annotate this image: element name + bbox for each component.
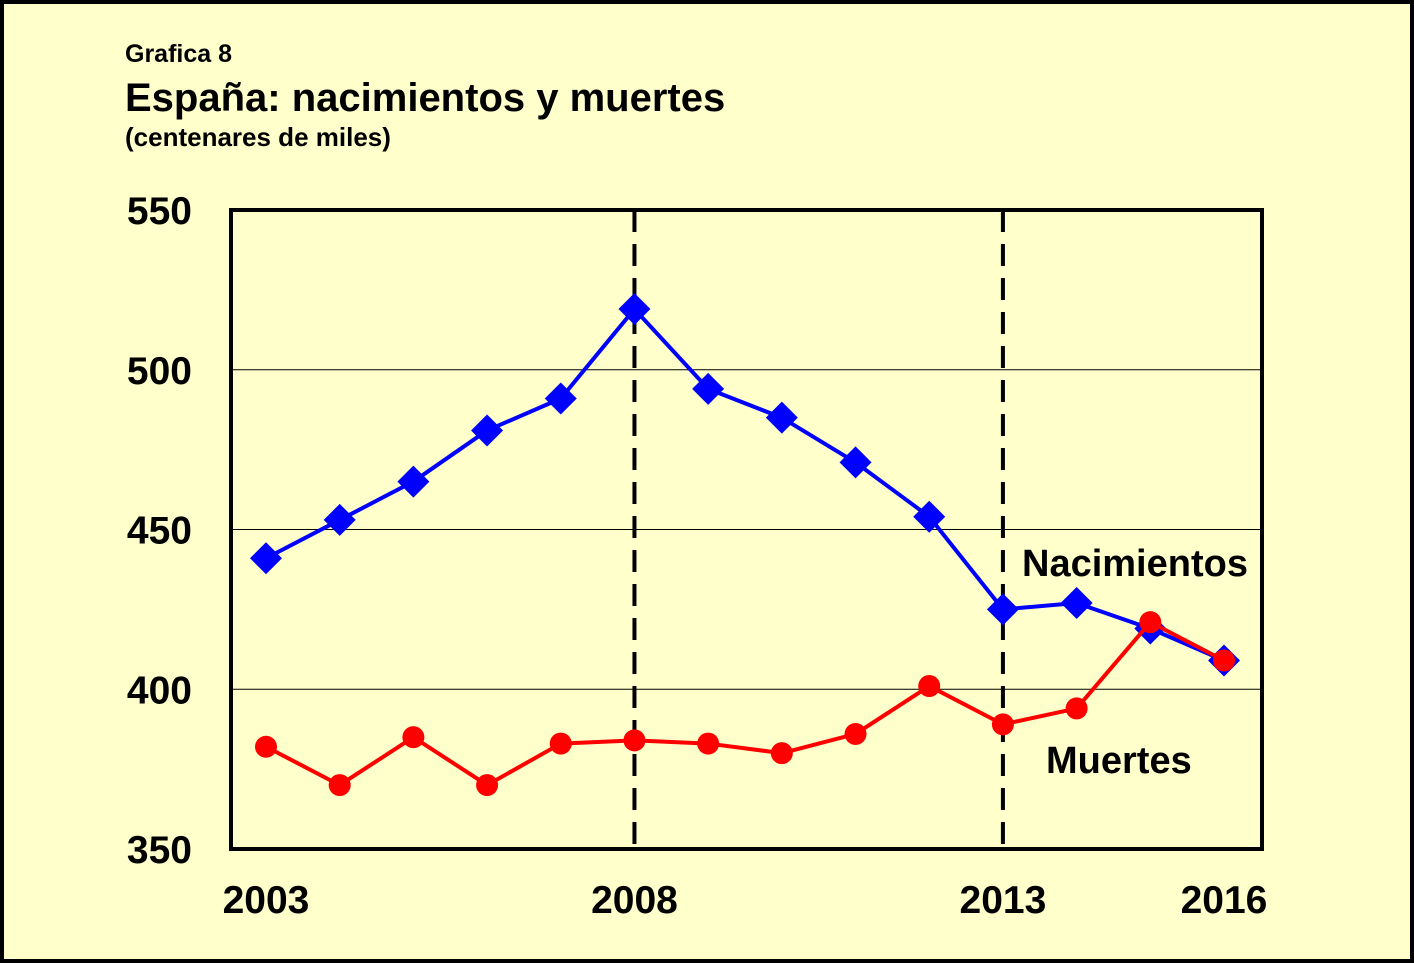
x-tick-label-2003: 2003 <box>223 879 310 922</box>
series-line-muertes <box>265 620 1225 788</box>
data-point-nacimientos-2004 <box>323 503 356 536</box>
data-point-muertes-2006 <box>476 774 499 797</box>
data-point-nacimientos-2009 <box>692 372 725 405</box>
data-point-muertes-2009 <box>697 732 720 755</box>
data-point-muertes-2012 <box>918 675 941 698</box>
data-point-nacimientos-2014 <box>1060 586 1093 619</box>
data-point-muertes-2011 <box>844 722 867 745</box>
x-tick-label-2008: 2008 <box>591 879 678 922</box>
data-point-muertes-2013 <box>991 713 1014 736</box>
data-point-muertes-2005 <box>402 726 425 749</box>
y-tick-label-350: 350 <box>127 829 192 872</box>
data-point-nacimientos-2007 <box>544 382 577 415</box>
x-axis-tick-labels: 2003 2008 2013 2016 <box>223 879 1268 922</box>
data-point-nacimientos-2013 <box>986 593 1019 626</box>
data-point-muertes-2016 <box>1213 649 1235 672</box>
x-tick-label-2013: 2013 <box>960 879 1047 922</box>
y-tick-label-500: 500 <box>127 350 192 393</box>
data-point-muertes-2015 <box>1139 611 1162 634</box>
series-label-muertes: Muertes <box>1046 740 1192 782</box>
chart-subtitle: (centenares de miles) <box>125 122 391 152</box>
data-point-nacimientos-2003 <box>250 542 282 575</box>
data-point-muertes-2004 <box>328 774 351 797</box>
grid-lines <box>231 369 1262 690</box>
data-point-nacimientos-2011 <box>839 446 872 479</box>
y-axis-tick-labels: 350 400 450 500 550 <box>127 190 192 872</box>
x-tick-label-2016: 2016 <box>1181 879 1268 922</box>
data-point-muertes-2008 <box>623 729 646 752</box>
plot-area-border <box>229 208 1264 851</box>
y-tick-label-400: 400 <box>127 669 192 712</box>
series-labels: Nacimientos Muertes <box>1022 543 1248 782</box>
data-point-nacimientos-2005 <box>397 465 430 498</box>
data-point-nacimientos-2008 <box>618 293 651 326</box>
data-point-muertes-2010 <box>770 742 793 765</box>
data-series <box>250 293 1240 797</box>
data-point-nacimientos-2010 <box>765 401 798 434</box>
data-point-muertes-2014 <box>1065 697 1088 720</box>
data-point-nacimientos-2012 <box>913 500 946 533</box>
chart-number-label: Grafica 8 <box>125 40 233 68</box>
y-tick-label-450: 450 <box>127 510 192 553</box>
data-point-muertes-2003 <box>255 735 277 758</box>
series-label-nacimientos: Nacimientos <box>1022 543 1248 585</box>
y-tick-label-550: 550 <box>127 190 192 233</box>
chart-title: España: nacimientos y muertes <box>125 76 726 120</box>
data-point-nacimientos-2006 <box>471 414 504 447</box>
data-point-muertes-2007 <box>549 732 572 755</box>
